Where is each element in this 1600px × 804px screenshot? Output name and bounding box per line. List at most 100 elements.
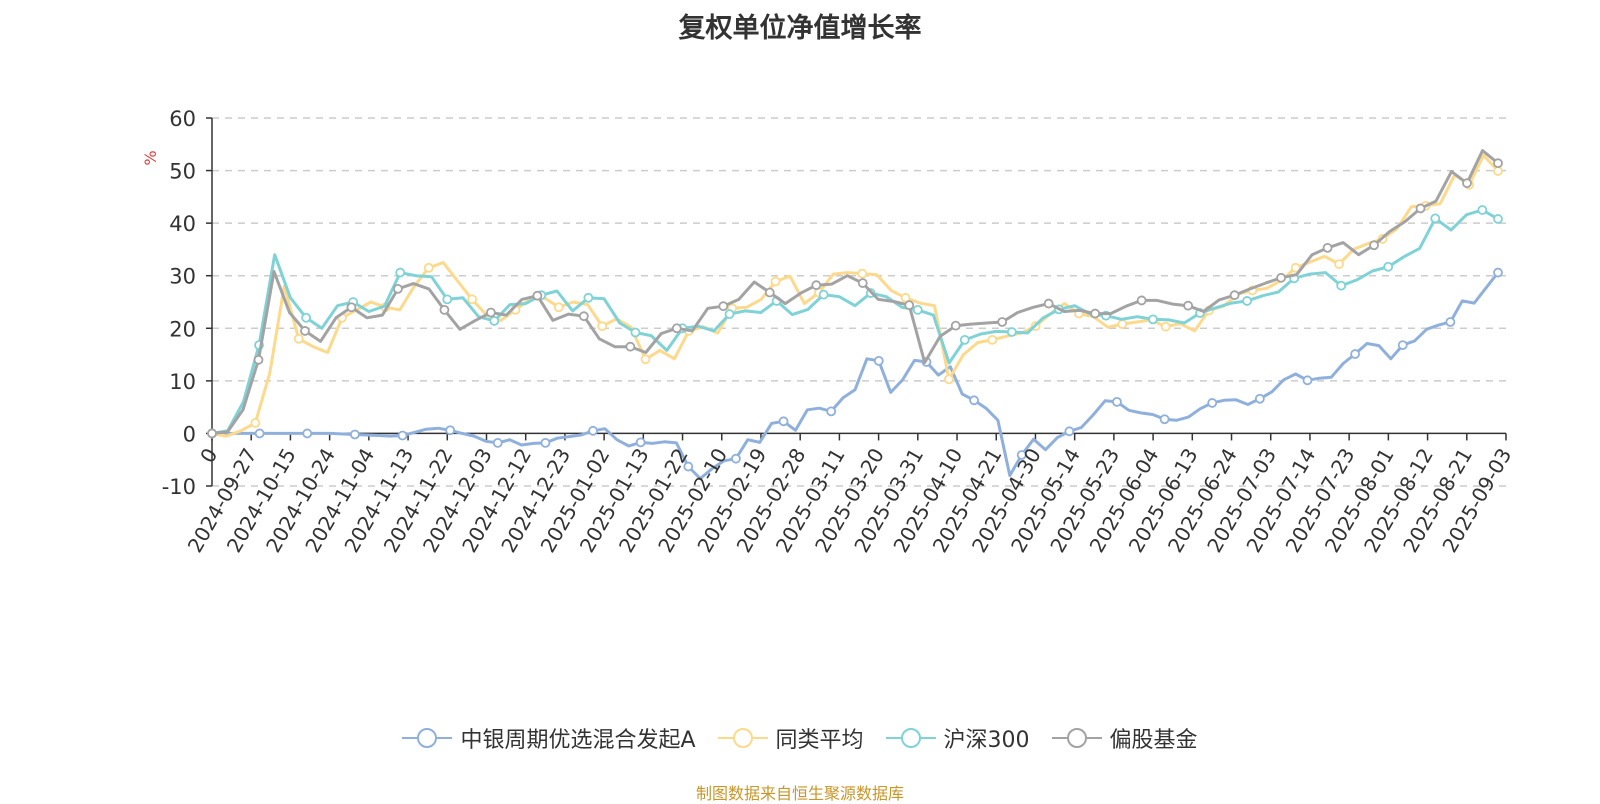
legend-item[interactable]: 偏股基金 [1051, 722, 1198, 754]
data-point [1336, 280, 1347, 291]
data-point [731, 453, 741, 464]
data-point [625, 341, 636, 352]
data-point [1136, 295, 1147, 306]
legend-item[interactable]: 同类平均 [717, 722, 864, 754]
data-point [1493, 166, 1503, 176]
data-point [764, 287, 775, 298]
data-point [442, 294, 453, 305]
data-point [1369, 240, 1379, 251]
data-point [630, 327, 641, 338]
series-line [211, 153, 1500, 438]
data-point [588, 425, 598, 436]
data-point [1160, 321, 1171, 332]
data-point [467, 294, 477, 305]
data-point [1016, 450, 1027, 460]
data-point [1415, 203, 1426, 214]
data-point [485, 307, 496, 318]
source-note: 制图数据来自恒生聚源数据库 [695, 784, 904, 803]
data-point [1242, 296, 1252, 306]
y-tick-label: -10 [162, 475, 196, 499]
y-tick-label: 30 [169, 265, 196, 289]
data-point [1397, 340, 1408, 351]
data-point [997, 317, 1008, 327]
data-point [423, 262, 434, 273]
tick-labels: -100102030405060%02024-09-272024-10-1520… [141, 107, 1516, 557]
data-point [635, 437, 646, 448]
data-point [489, 316, 500, 326]
data-point [532, 290, 543, 301]
y-tick-label: 0 [183, 422, 196, 446]
data-point [900, 292, 911, 303]
data-point [944, 374, 954, 385]
data-point [349, 429, 360, 440]
data-point [857, 278, 868, 288]
data-point [640, 354, 651, 365]
legend-swatch-icon [885, 728, 936, 748]
data-point [293, 333, 304, 344]
data-point [1090, 308, 1101, 319]
data-point [207, 428, 217, 439]
data-point [1254, 393, 1265, 404]
data-point [1430, 213, 1441, 224]
chart-title: 复权单位净值增长率 [678, 13, 922, 44]
data-point [1477, 205, 1488, 215]
data-point [1383, 261, 1394, 272]
data-point [1334, 259, 1344, 270]
data-point [1183, 300, 1194, 311]
data-point [1148, 314, 1158, 325]
data-point [873, 355, 884, 366]
data-point [254, 428, 265, 439]
data-point [1159, 414, 1170, 425]
series-2 [207, 205, 1503, 439]
legend: 中银周期优选混合发起A 同类平均 沪深300 偏股基金 [0, 722, 1600, 754]
data-point [1493, 267, 1503, 278]
y-tick-label: 60 [169, 107, 196, 131]
data-point [1445, 317, 1456, 327]
legend-label: 中银周期优选混合发起A [460, 728, 696, 753]
series-line [211, 208, 1499, 435]
legend-item[interactable]: 中银周期优选混合发起A [402, 722, 696, 754]
data-point [1229, 290, 1240, 301]
data-point [1493, 158, 1503, 169]
data-point [1006, 327, 1017, 337]
legend-label: 沪深300 [943, 728, 1030, 753]
legend-label: 同类平均 [775, 728, 864, 753]
data-point [1207, 398, 1218, 408]
data-point [1043, 298, 1054, 309]
legend-label: 偏股基金 [1109, 728, 1198, 753]
y-tick-label: 20 [169, 317, 196, 341]
legend-item[interactable]: 沪深300 [885, 722, 1030, 754]
legend-swatch-icon [717, 728, 768, 748]
data-point [987, 334, 998, 345]
x-tick-label: 0 [195, 444, 222, 467]
data-point [1290, 262, 1301, 273]
y-axis-unit: % [141, 150, 160, 165]
data-point [395, 267, 406, 278]
series-line [212, 271, 1500, 481]
data-point [300, 326, 310, 336]
data-point [301, 312, 311, 323]
y-tick-label: 50 [169, 160, 196, 184]
legend-swatch-icon [402, 728, 453, 748]
legend-swatch-icon [1051, 728, 1102, 748]
data-point [904, 300, 915, 311]
series-0 [207, 267, 1503, 481]
data-point [778, 416, 789, 427]
data-point [492, 437, 503, 448]
data-point [950, 320, 961, 331]
data-point [718, 301, 729, 312]
data-point [724, 309, 735, 319]
data-point [671, 323, 682, 334]
data-point [1064, 426, 1075, 437]
data-point [397, 430, 408, 441]
data-point [912, 304, 923, 315]
data-point [253, 354, 264, 365]
data-point [826, 406, 837, 417]
data-point [540, 437, 551, 448]
data-point [857, 268, 868, 279]
data-point [959, 334, 970, 345]
data-point [1493, 214, 1503, 224]
y-tick-label: 10 [169, 370, 196, 394]
data-point [597, 321, 608, 332]
